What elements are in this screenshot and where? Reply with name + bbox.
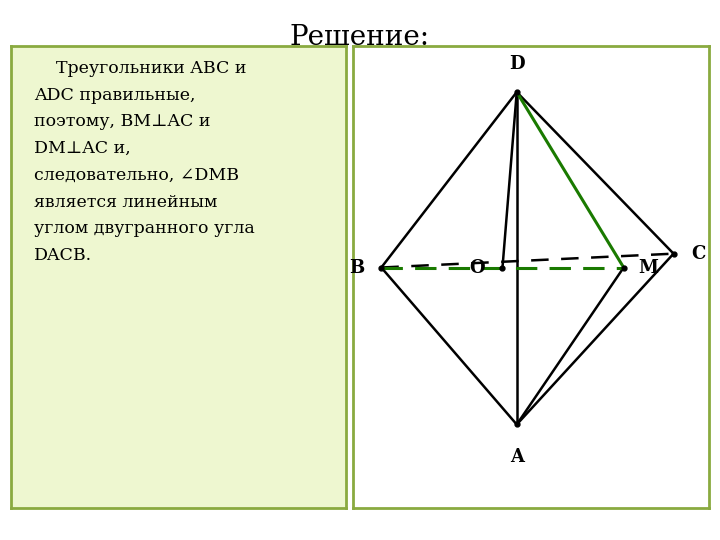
Text: D: D (509, 56, 525, 73)
Text: Треугольники ABC и
ADC правильные,
поэтому, BM⊥AC и
DM⊥AC и,
следовательно, ∠DMB: Треугольники ABC и ADC правильные, поэто… (35, 60, 255, 264)
Text: O: O (469, 259, 485, 276)
Text: A: A (510, 448, 523, 466)
Text: M: M (639, 259, 659, 276)
Text: B: B (348, 259, 364, 276)
Text: C: C (691, 245, 706, 262)
Text: Решение:: Решение: (290, 24, 430, 51)
